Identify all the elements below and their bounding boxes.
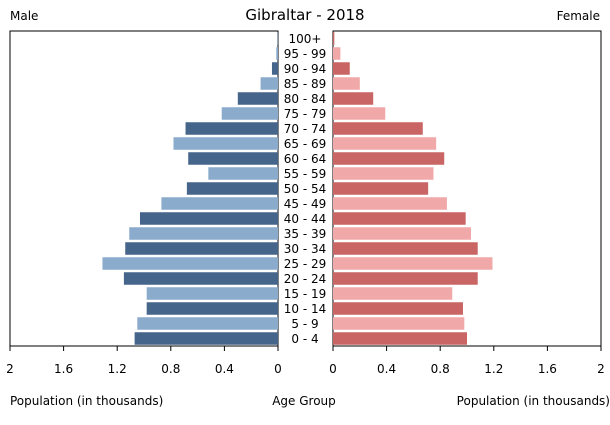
male-bar <box>173 137 278 150</box>
female-x-tick-label: 0 <box>329 362 337 376</box>
age-group-label: 90 - 94 <box>284 62 327 76</box>
female-bar <box>333 197 447 210</box>
male-bar <box>134 332 278 345</box>
age-group-label: 100+ <box>289 32 322 46</box>
age-group-label: 35 - 39 <box>284 227 327 241</box>
age-group-label: 45 - 49 <box>284 197 327 211</box>
male-bar <box>188 152 278 165</box>
female-x-tick-label: 0.4 <box>377 362 396 376</box>
male-bar <box>129 227 278 240</box>
age-group-label: 15 - 19 <box>284 287 327 301</box>
age-group-label: 55 - 59 <box>284 167 327 181</box>
male-bar <box>221 107 278 120</box>
male-x-tick-label: 0 <box>274 362 282 376</box>
female-bar <box>333 77 360 90</box>
male-x-tick-label: 1.2 <box>108 362 127 376</box>
male-x-tick-label: 1.6 <box>54 362 73 376</box>
female-bar <box>333 212 466 225</box>
male-bar <box>186 182 278 195</box>
male-bar <box>185 122 278 135</box>
female-bar <box>333 272 478 285</box>
male-bar <box>125 242 279 255</box>
female-bar <box>333 62 350 75</box>
male-bar <box>102 257 279 270</box>
female-bars <box>333 32 493 345</box>
age-group-label: 65 - 69 <box>284 137 327 151</box>
male-bar <box>260 77 278 90</box>
female-bar <box>333 167 434 180</box>
male-x-tick-label: 0.8 <box>161 362 180 376</box>
x-axis-label-male: Population (in thousands) <box>10 394 163 408</box>
female-bar <box>333 152 445 165</box>
age-group-label: 85 - 89 <box>284 77 327 91</box>
age-group-label: 70 - 74 <box>284 122 327 136</box>
female-bar <box>333 92 374 105</box>
male-bar <box>161 197 278 210</box>
age-group-label: 25 - 29 <box>284 257 327 271</box>
age-group-label: 80 - 84 <box>284 92 327 106</box>
male-bar <box>137 317 278 330</box>
age-group-label: 30 - 34 <box>284 242 327 256</box>
chart-title: Gibraltar - 2018 <box>245 6 364 24</box>
female-x-tick-label: 0.8 <box>431 362 450 376</box>
male-label: Male <box>10 9 38 23</box>
female-bar <box>333 182 429 195</box>
age-group-label: 40 - 44 <box>284 212 327 226</box>
female-bar <box>333 317 465 330</box>
age-group-label: 95 - 99 <box>284 47 327 61</box>
female-bar <box>333 32 335 45</box>
female-bar <box>333 137 437 150</box>
female-bar <box>333 107 386 120</box>
male-x-tick-label: 0.4 <box>215 362 234 376</box>
male-bars <box>102 32 279 345</box>
age-group-label: 50 - 54 <box>284 182 327 196</box>
male-x-tick-label: 2 <box>6 362 14 376</box>
female-bar <box>333 122 423 135</box>
male-bar <box>276 47 278 60</box>
x-axis-label-center: Age Group <box>272 394 336 408</box>
male-bar <box>139 212 278 225</box>
female-bar <box>333 287 453 300</box>
male-bar <box>146 302 278 315</box>
female-bar <box>333 227 472 240</box>
male-bar <box>277 32 279 45</box>
male-bar <box>208 167 278 180</box>
age-group-label: 75 - 79 <box>284 107 327 121</box>
male-bar <box>146 287 278 300</box>
female-bar <box>333 47 341 60</box>
female-bar <box>333 302 463 315</box>
age-group-label: 0 - 4 <box>291 332 318 346</box>
female-bar <box>333 242 478 255</box>
female-bar <box>333 332 467 345</box>
male-bar <box>237 92 278 105</box>
age-group-label: 10 - 14 <box>284 302 327 316</box>
female-x-tick-label: 2 <box>597 362 605 376</box>
age-group-label: 20 - 24 <box>284 272 327 286</box>
female-x-tick-label: 1.6 <box>538 362 557 376</box>
male-x-axis: 0 0.4 0.8 1.2 1.6 2 <box>6 345 282 376</box>
x-axis-label-female: Population (in thousands) <box>457 394 610 408</box>
age-group-label: 60 - 64 <box>284 152 327 166</box>
age-group-label: 5 - 9 <box>291 317 318 331</box>
female-label: Female <box>557 9 600 23</box>
male-bar <box>271 62 278 75</box>
female-x-axis: 0 0.4 0.8 1.2 1.6 2 <box>329 345 605 376</box>
female-bar <box>333 257 493 270</box>
male-bar <box>123 272 279 285</box>
female-x-tick-label: 1.2 <box>484 362 503 376</box>
